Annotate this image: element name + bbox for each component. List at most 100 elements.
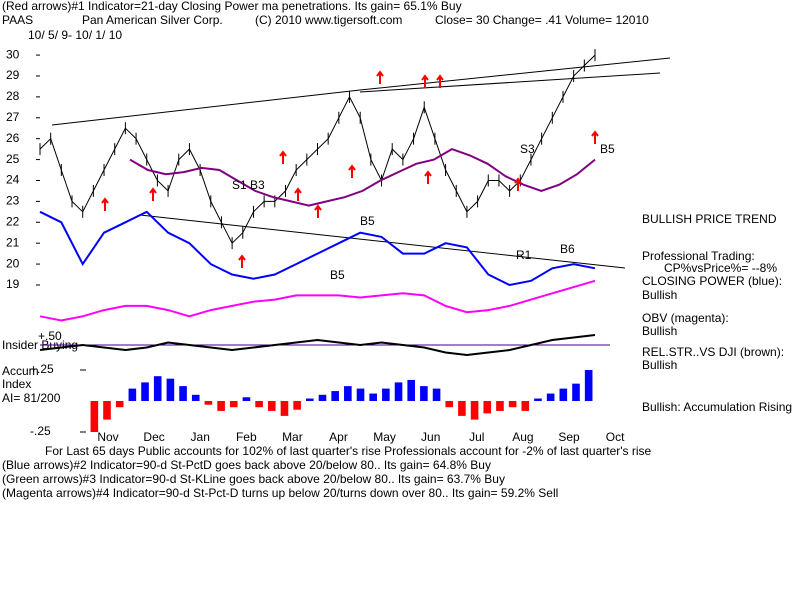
accum-bar [217,401,225,411]
accum-bar [572,383,580,401]
x-tick-label: Nov [97,430,118,444]
signal-arrow [149,187,157,201]
x-tick-label: May [373,430,396,444]
company: Pan American Silver Corp. [82,13,223,27]
side-text: CLOSING POWER (blue): [642,274,782,288]
header-line: (Red arrows)#1 Indicator=21-day Closing … [2,0,462,13]
y-tick-label: 28 [6,89,20,103]
signal-arrow [279,150,287,164]
insider-line [39,334,596,357]
y-tick-label: 27 [6,110,20,124]
x-tick-label: Dec [143,430,164,444]
annotation: S1 [232,178,247,192]
series-line [39,210,596,287]
annotation: R1 [516,248,532,262]
x-tick-label: Feb [236,430,257,444]
signal-arrow [436,74,444,88]
accum-bar [534,398,542,401]
y-tick-label: 21 [6,235,20,249]
signal-arrow [101,197,109,211]
y-tick-label: -.25 [30,424,51,438]
date-range: 10/ 5/ 9- 10/ 1/ 10 [28,28,122,42]
footer-text: (Magenta arrows)#4 Indicator=90-d St-Pct… [2,486,558,500]
side-text: CP%vsPrice%= --8% [664,261,777,275]
y-tick-label: 26 [6,131,20,145]
accum-bar [483,401,492,414]
annotation: B5 [600,142,615,156]
accum-bar [356,388,365,401]
accum-bar [546,393,555,401]
y-tick-label: 25 [6,152,20,166]
copyright: (C) 2010 www.tigersoft.com [255,13,402,27]
side-text: BULLISH PRICE TREND [642,212,777,226]
symbol: PAAS [2,13,33,27]
footer-text: (Green arrows)#3 Indicator=90-d St-KLine… [2,472,505,486]
x-tick-label: Aug [512,430,533,444]
accum-bar [267,401,276,411]
trend-line [359,57,671,91]
footer-text: (Blue arrows)#2 Indicator=90-d St-PctD g… [2,458,491,472]
trend-line [359,72,661,93]
accum-bar [584,370,593,401]
accum-bar [344,386,352,401]
accum-bar [242,397,251,401]
accum-bar [128,388,137,401]
x-tick-label: Jul [469,430,484,444]
accum-bar [179,386,187,401]
signal-arrow [514,177,522,191]
footer-text: For Last 65 days Public accounts for 102… [45,444,652,458]
signal-arrow [424,170,432,184]
accum-bar [141,382,149,401]
accum-bar [508,401,517,408]
quote: Close= 30 Change= .41 Volume= 12010 [435,13,649,27]
side-text: Professional Trading: [642,249,755,263]
accum-bar [369,393,377,401]
y-tick-label: 22 [6,214,20,228]
accum-bar [394,382,403,401]
y-tick-label: 29 [6,68,20,82]
y-tick-label: 24 [6,173,20,187]
side-text: Bullish: Accumulation Rising [642,400,792,414]
side-text: Bullish [642,358,677,372]
accum-bar [420,386,428,401]
accum-bar [382,388,390,401]
accum-bar [458,401,466,416]
accum-bar [153,376,162,401]
trend-line [139,214,626,269]
accum-bar [445,401,454,408]
annotation: B3 [250,178,265,192]
signal-arrow [294,187,302,201]
side-text: REL.STR..VS DJI (brown): [642,345,784,359]
panel-label: Index [2,377,31,391]
x-tick-label: Oct [606,430,625,444]
accum-bar [204,401,213,405]
accum-bar [306,398,314,401]
y-tick-label: 23 [6,194,20,208]
accum-bar [318,394,327,401]
panel-label: AI= 81/200 [2,391,61,405]
signal-arrow [376,70,384,84]
accum-bar [432,388,441,401]
panel-label: Accum [2,364,39,378]
annotation: B5 [360,214,375,228]
side-text: OBV (magenta): [642,311,729,325]
accum-bar [166,378,175,401]
accum-bar [559,388,568,401]
accum-bar [293,401,301,410]
y-tick-label: 20 [6,256,20,270]
y-tick-label: 19 [6,277,20,291]
accum-bar [496,401,504,411]
annotation: B6 [560,242,575,256]
x-tick-label: Jan [191,430,210,444]
y-tick-label: +.25 [30,362,54,376]
accum-bar [521,401,530,411]
side-text: Bullish [642,324,677,338]
accum-bar [470,401,479,420]
signal-arrow [238,254,246,268]
annotation: B5 [330,268,345,282]
accum-bar [90,401,99,432]
side-text: Bullish [642,288,677,302]
accum-bar [280,401,289,416]
